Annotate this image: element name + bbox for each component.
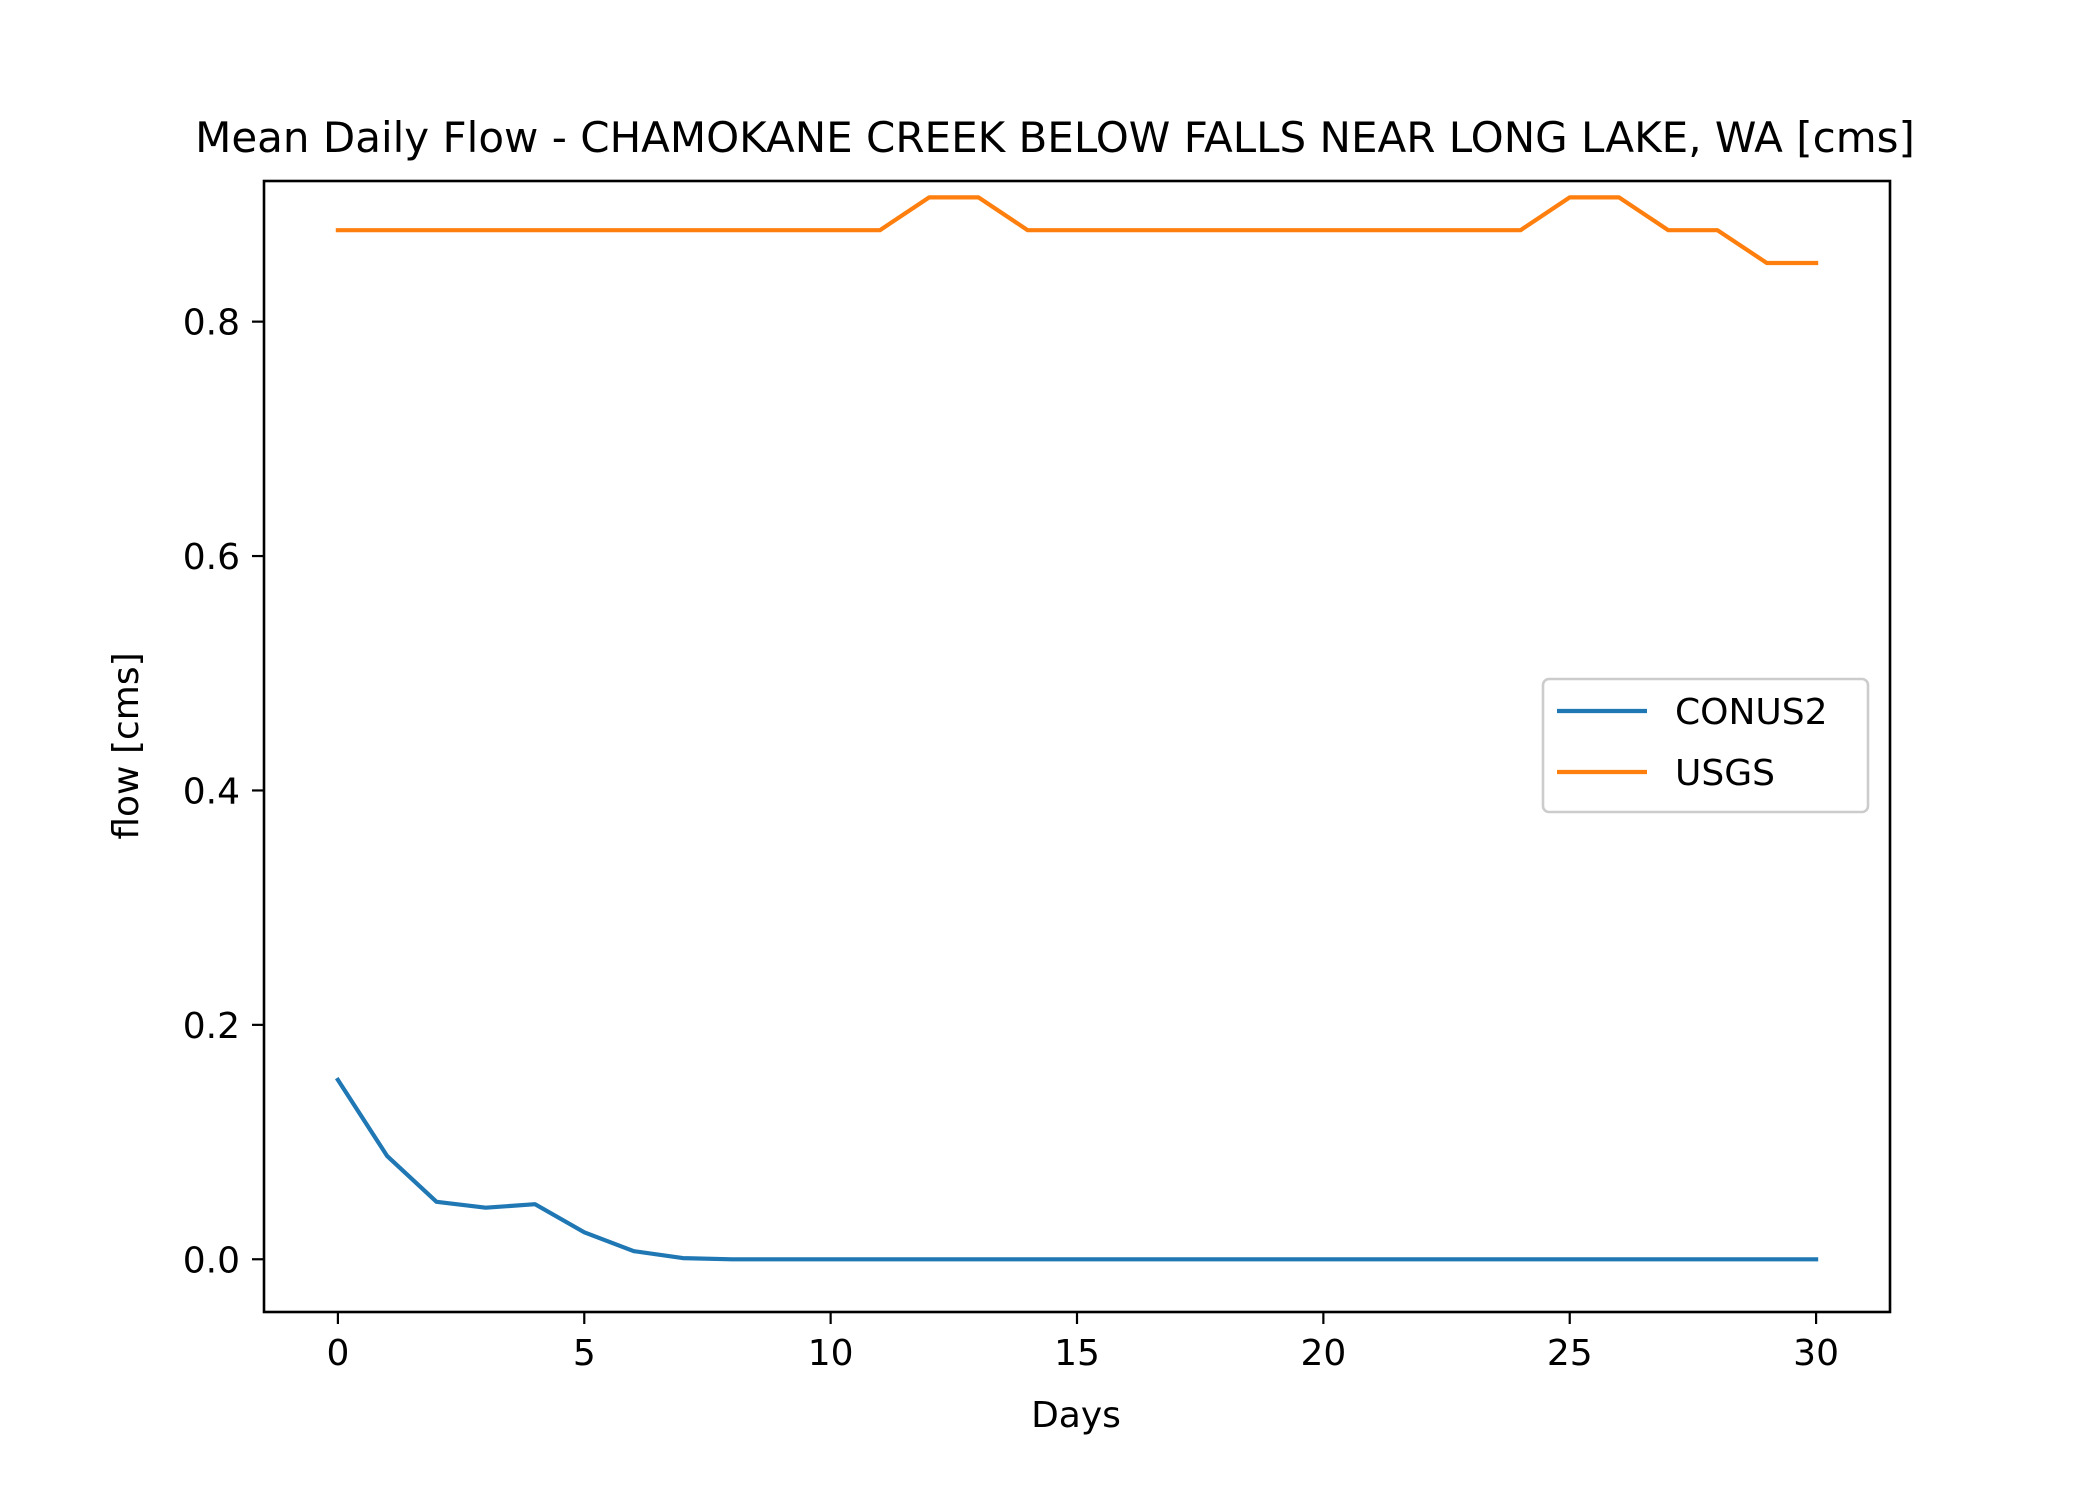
y-tick-label: 0.2	[183, 1006, 240, 1047]
x-tick-label: 10	[808, 1333, 854, 1374]
x-tick-label: 25	[1547, 1333, 1593, 1374]
y-tick-label: 0.0	[183, 1240, 240, 1281]
series-line-conus2	[334, 1076, 1819, 1262]
y-axis: 0.0 0.2 0.4 0.6 0.8	[183, 303, 264, 1281]
plot-area	[334, 195, 1819, 1262]
y-tick-label: 0.6	[183, 537, 240, 578]
y-tick-label: 0.8	[183, 303, 240, 344]
y-axis-label: flow [cms]	[106, 652, 147, 839]
x-axis: 0 5 10 15 20 25 30	[326, 1312, 1839, 1374]
x-tick-label: 5	[573, 1333, 596, 1374]
series-line-usgs	[335, 195, 1819, 266]
y-tick-label: 0.4	[183, 771, 240, 812]
x-tick-label: 0	[326, 1333, 349, 1374]
legend-label-conus2: CONUS2	[1675, 692, 1828, 733]
chart-title: Mean Daily Flow - CHAMOKANE CREEK BELOW …	[195, 113, 1915, 162]
x-axis-label: Days	[1031, 1395, 1121, 1436]
x-tick-label: 20	[1300, 1333, 1346, 1374]
legend: CONUS2 USGS	[1541, 677, 1870, 814]
x-tick-label: 30	[1793, 1333, 1839, 1374]
x-tick-label: 15	[1054, 1333, 1100, 1374]
legend-label-usgs: USGS	[1675, 753, 1775, 794]
